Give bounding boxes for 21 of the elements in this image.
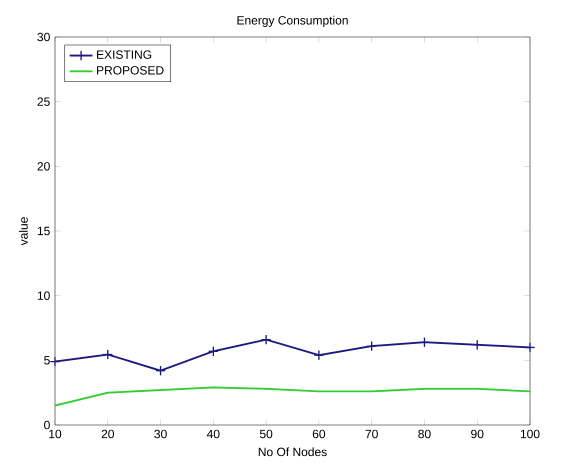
x-tick-label: 100: [520, 430, 540, 438]
y-tick-label: 15: [38, 226, 50, 236]
y-tick-label: 25: [38, 97, 50, 106]
x-tick-label: 20: [102, 430, 114, 438]
y-tick-label: 0: [44, 420, 50, 430]
x-tick-label: 90: [471, 430, 484, 438]
x-tick-label: 80: [418, 430, 431, 438]
legend-label: EXISTING: [97, 50, 152, 59]
x-tick-label: 70: [366, 430, 378, 438]
y-tick-label: 5: [44, 356, 50, 365]
x-tick-label: 30: [154, 430, 167, 438]
y-axis-title: value: [18, 217, 28, 246]
y-tick-label: 10: [38, 291, 50, 300]
x-tick-label: 60: [312, 430, 326, 438]
chart-title: Energy Consumption: [237, 16, 348, 27]
x-tick-label: 40: [206, 430, 220, 438]
x-tick-label: 50: [260, 430, 272, 438]
legend-label: PROPOSED: [97, 66, 164, 75]
x-axis-title: No Of Nodes: [258, 447, 327, 456]
y-tick-label: 20: [38, 162, 50, 171]
y-tick-label: 30: [37, 32, 50, 42]
